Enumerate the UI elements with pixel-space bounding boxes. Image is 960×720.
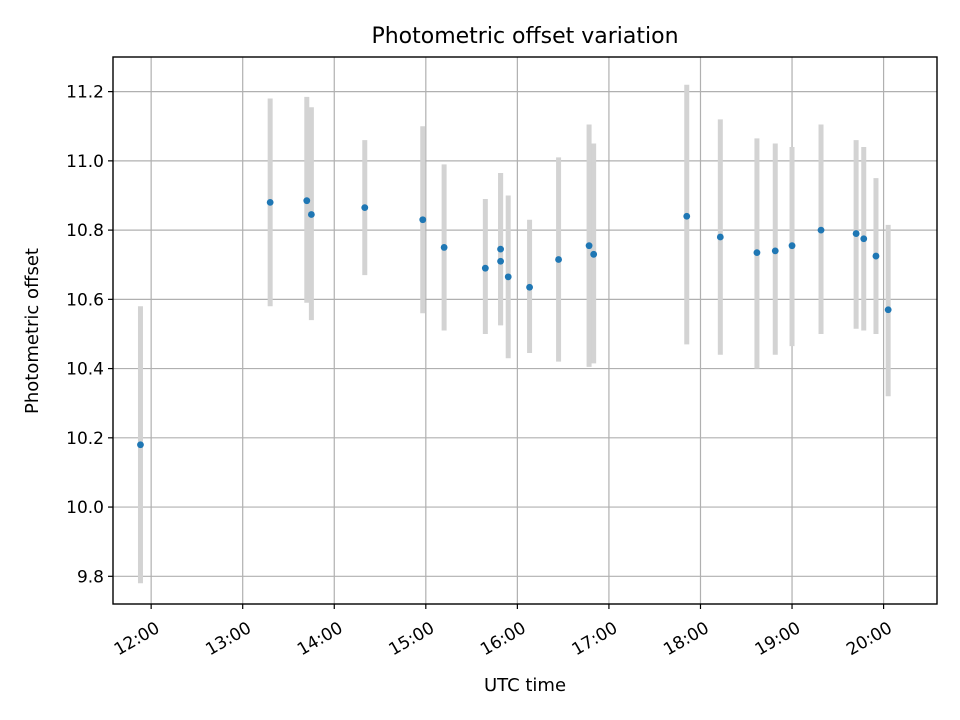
y-axis-ticks: 9.8 10.0 10.2 10.4 10.6 10.8 11.0 11.2	[66, 83, 113, 587]
data-point	[303, 197, 311, 205]
x-tick-label: 20:00	[843, 618, 895, 660]
grid	[113, 57, 937, 604]
x-tick-label: 12:00	[111, 618, 163, 660]
data-point	[266, 199, 274, 206]
data-point	[771, 247, 779, 255]
x-tick-label: 15:00	[386, 618, 438, 660]
y-tick-label: 11.2	[66, 83, 104, 103]
x-tick-label: 18:00	[660, 618, 712, 660]
y-tick-label: 10.0	[66, 498, 104, 518]
data-point	[526, 283, 533, 291]
data-point	[817, 226, 825, 234]
y-tick-label: 10.8	[66, 221, 104, 241]
x-axis-label: UTC time	[484, 675, 566, 696]
y-tick-label: 10.6	[66, 290, 104, 310]
data-point	[504, 273, 512, 281]
y-tick-label: 10.2	[66, 429, 104, 449]
x-tick-label: 17:00	[569, 618, 621, 660]
data-point	[884, 306, 892, 314]
data-point	[361, 204, 369, 211]
data-point	[555, 256, 562, 263]
y-tick-label: 9.8	[77, 567, 104, 587]
data-point	[590, 250, 598, 258]
data-point	[497, 257, 504, 265]
data-point	[481, 264, 489, 272]
y-tick-label: 11.0	[66, 152, 104, 172]
x-tick-label: 13:00	[202, 618, 254, 660]
data-point	[419, 216, 427, 224]
x-tick-label: 19:00	[752, 618, 804, 660]
data-point	[497, 245, 504, 253]
data-point	[852, 230, 860, 237]
data-point	[872, 252, 880, 260]
x-tick-label: 14:00	[294, 618, 346, 660]
error-bars	[137, 84, 891, 584]
data-point	[307, 211, 315, 218]
data-points	[137, 197, 892, 449]
data-point	[440, 244, 448, 251]
x-axis-ticks: 12:00 13:00 14:00 15:00 16:00 17:00 18:00 19:00…	[111, 604, 896, 660]
data-point	[753, 249, 761, 257]
data-point	[788, 242, 796, 250]
chart-title: Photometric offset variation	[371, 24, 678, 49]
x-tick-label: 16:00	[477, 618, 529, 660]
data-point	[585, 242, 593, 250]
data-point	[137, 441, 144, 449]
y-tick-label: 10.4	[66, 360, 104, 380]
data-point	[716, 233, 724, 241]
data-point	[860, 235, 868, 243]
y-axis-label: Photometric offset	[22, 248, 43, 414]
plot-frame	[112, 56, 938, 605]
data-point	[683, 212, 691, 220]
